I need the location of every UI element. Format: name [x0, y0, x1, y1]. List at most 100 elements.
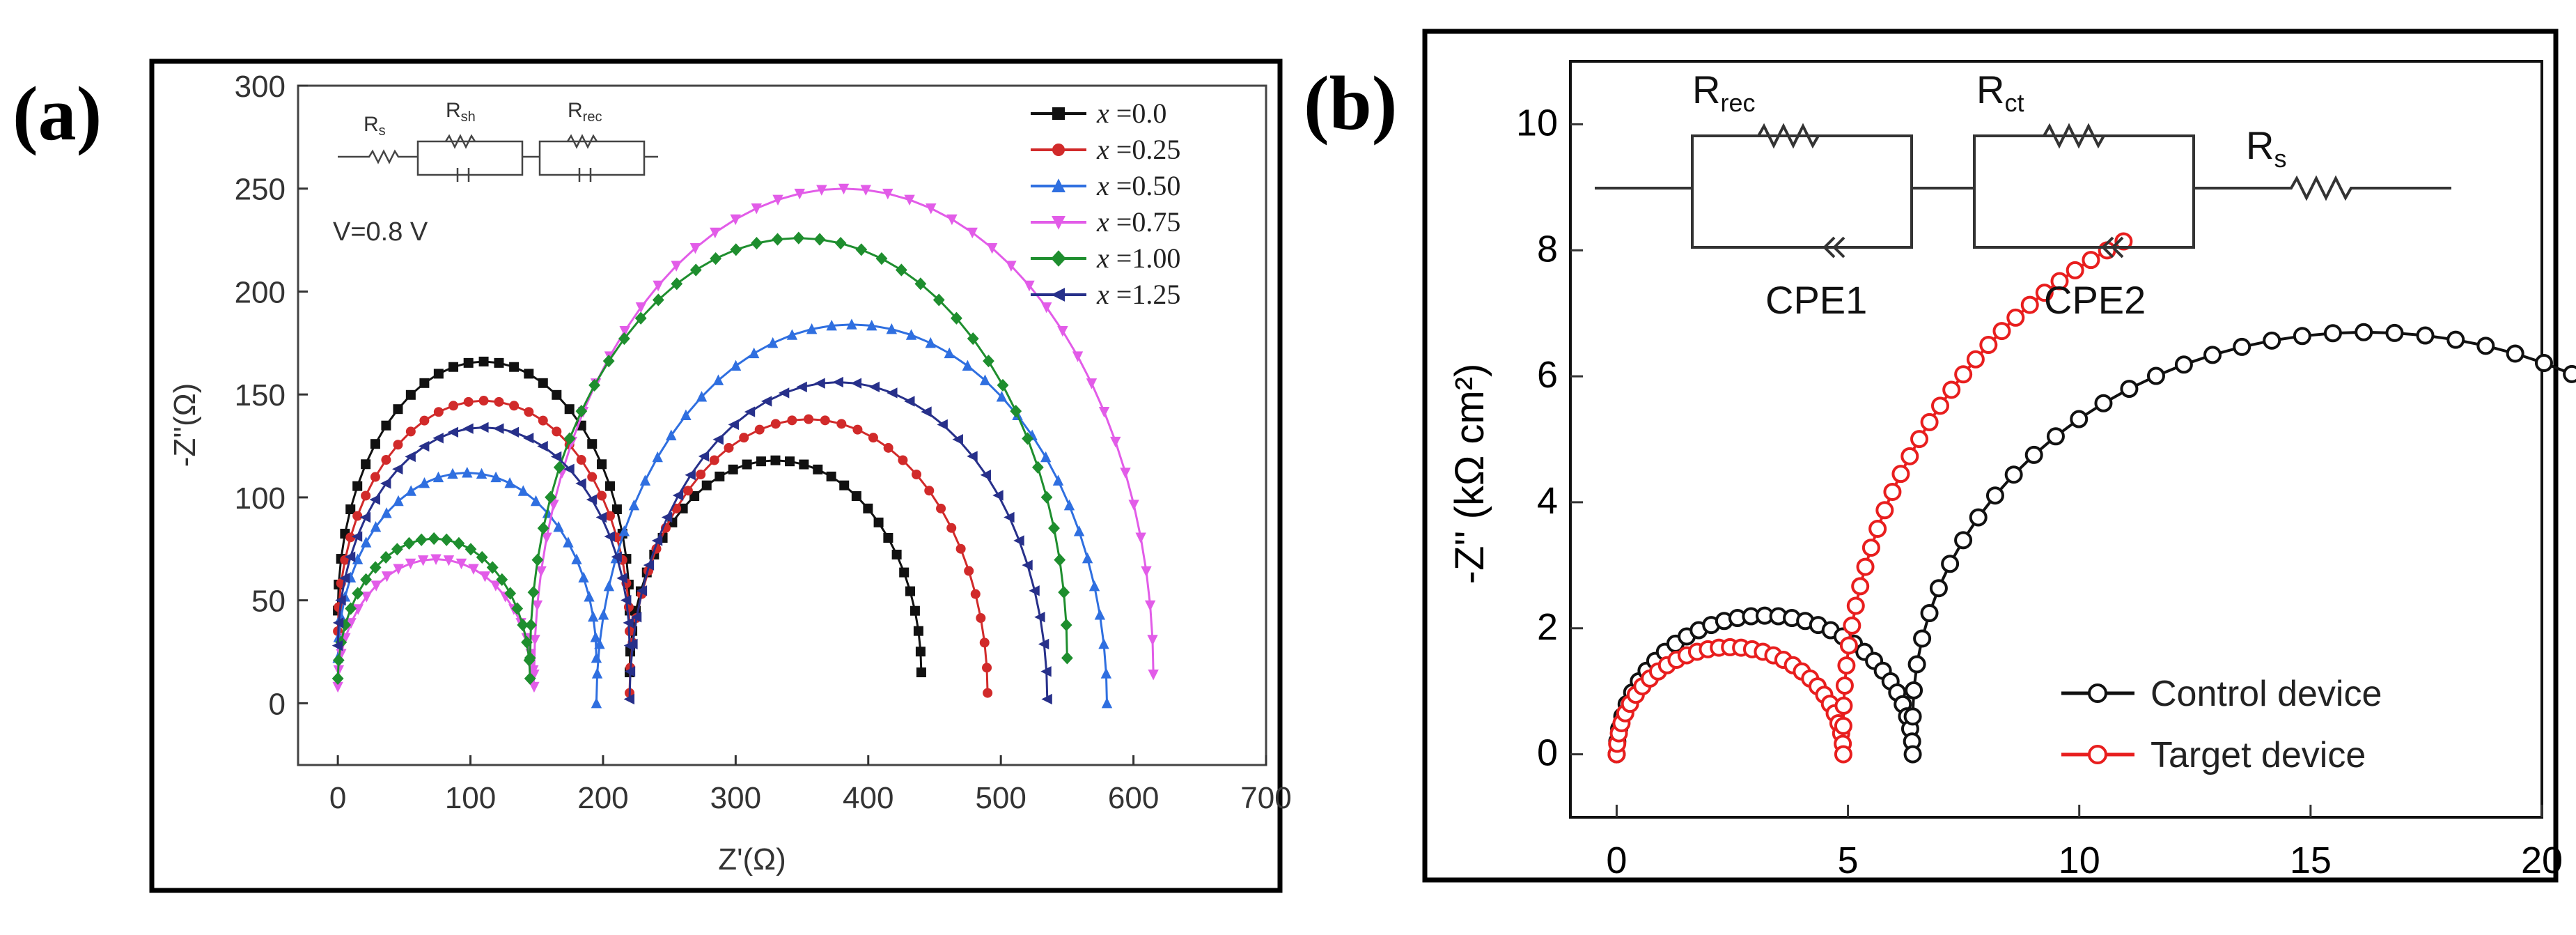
panel-b-series-0-line	[1615, 614, 1914, 755]
panel-a-series-2-point	[767, 337, 779, 348]
panel-a-series-5-point	[887, 387, 898, 399]
panel-b-series-1-point	[1834, 696, 1853, 715]
panel-a-series-2-point	[590, 631, 601, 642]
panel-a-series-4-point	[524, 672, 536, 686]
panel-b-x-tick-label: 10	[2059, 840, 2100, 881]
panel-a-series-3-point	[370, 580, 382, 592]
panel-a-series-4-point	[1022, 432, 1033, 445]
panel-a-series-5-point	[967, 451, 978, 462]
panel-a-series-5-point	[418, 440, 430, 452]
panel-b-series-1-point	[1942, 380, 1961, 399]
panel-a-series-5-point	[522, 433, 534, 444]
panel-a-series-5-point	[338, 573, 350, 584]
panel-a-series-0-point	[913, 626, 923, 636]
panel-a-series-0-line	[628, 459, 923, 673]
panel-a-series-0-point	[689, 491, 700, 502]
panel-a-series-4-point	[391, 543, 403, 556]
panel-a-series-4-point	[332, 654, 345, 667]
panel-a-series-2-point	[462, 467, 473, 478]
panel-a-series-3-point	[926, 203, 937, 215]
panel-a-series-4-point	[553, 461, 565, 474]
panel-a-series-3-point	[381, 571, 393, 582]
panel-a-series-5	[331, 376, 1052, 705]
panel-a-series-4-point	[453, 536, 465, 550]
panel-b-legend-entry: Control device	[2150, 674, 2382, 714]
panel-a-series-1-point	[982, 663, 992, 673]
panel-b-series-1-point	[1992, 322, 2011, 341]
panel-a-series-4-point	[652, 293, 664, 307]
panel-a-series-4-point	[1054, 553, 1066, 566]
panel-a-series-5-point	[380, 478, 391, 489]
panel-a-series-3-point	[860, 185, 871, 196]
panel-a-series-5-point	[1041, 693, 1052, 705]
panel-a-series-5-point	[661, 511, 673, 523]
panel-a-series-1-point	[604, 511, 615, 521]
panel-a-series-1	[333, 396, 993, 698]
panel-a-series-2-point	[530, 495, 542, 507]
panel-a-series-2-point	[618, 525, 630, 536]
panel-a-series-3-point	[1135, 532, 1146, 543]
panel-b-series-1-point	[2066, 261, 2084, 279]
panel-b-series-0-point	[2174, 355, 2193, 374]
panel-b-series-1-point	[1837, 656, 1856, 675]
panel-a-series-4-point	[730, 243, 742, 256]
panel-a-series-3-point	[417, 555, 429, 566]
panel-a-series-0-point	[433, 369, 444, 379]
panel-a-series-0-point	[785, 456, 795, 467]
panel-a-series-4-point	[504, 587, 517, 600]
panel-b-axes: 0 5 10 15 20 0 2 4 6 8 10	[1516, 102, 2563, 881]
panel-a-series-0-point	[905, 586, 915, 596]
panel-a-series-3-point	[536, 566, 547, 578]
panel-a-series-2-point	[1100, 667, 1112, 679]
panel-a-legend-entry: x =0.75	[1096, 206, 1180, 238]
panel-a-series-5-point	[369, 494, 380, 505]
panel-a-series-5-point	[392, 463, 403, 474]
panel-a-series-0-point	[345, 504, 356, 515]
panel-a-series-4-point	[403, 536, 415, 550]
panel-a-series-1-point	[852, 424, 863, 435]
panel-a-circuit-rrec-label: Rrec	[568, 99, 602, 125]
panel-a-series-4-point	[380, 550, 392, 564]
panel-a-legend: x =0.0 x =0.25 x =0.50 x =0.75 x =1.00 x =1.2…	[1031, 98, 1180, 310]
panel-a-series-0-point	[370, 439, 380, 449]
panel-a-series-5-point	[1038, 638, 1049, 650]
panel-a-series-1-point	[597, 490, 607, 501]
panel-a-series-1-point	[868, 433, 878, 443]
panel-a-series-2-point	[598, 609, 609, 620]
panel-a-series-3-point	[1120, 468, 1131, 479]
panel-a-series-4-point	[634, 311, 647, 325]
panel-a-series-4-point	[531, 553, 544, 566]
panel-a-series-2-point	[594, 638, 605, 649]
panel-a-series-3-point	[405, 558, 416, 570]
panel-b-series-1-point	[1883, 482, 1902, 501]
panel-b-series-0-point	[1905, 681, 1923, 700]
panel-a-series-0-point	[564, 404, 575, 415]
panel-a-series-5-point	[651, 535, 663, 546]
panel-a-series-5-point	[462, 423, 474, 434]
panel-a-series-4-point	[751, 236, 763, 250]
panel-a-series-5-point	[478, 422, 489, 433]
panel-a-series-4-point	[527, 585, 540, 599]
panel-a-series-2-point	[846, 318, 857, 330]
panel-b-series-0-point	[1985, 486, 2004, 505]
panel-a-series-0-point	[915, 647, 926, 657]
panel-a-y-axis-label: -Z''(Ω)	[168, 383, 202, 468]
panel-b-series-0-point	[2476, 337, 2495, 355]
panel-a-series-4-point	[428, 532, 440, 546]
panel-a-series-5-point	[1022, 559, 1033, 571]
panel-a-series-3-point	[541, 532, 552, 543]
panel-a-series-0-point	[770, 455, 781, 465]
panel-b-circuit-diagram	[1595, 123, 2451, 258]
panel-a-series-0-point	[826, 471, 836, 481]
panel-b-series-0-point	[1941, 555, 1960, 573]
panel-a-series-5-point	[778, 387, 790, 399]
panel-a-series-4-point	[710, 252, 722, 265]
panel-a-series-2-point	[786, 329, 798, 340]
panel-a-series-5-point	[980, 470, 991, 481]
panel-a-series-1-point	[836, 419, 847, 429]
panel-b-legend-entry: Target device	[2150, 735, 2366, 775]
panel-a-series-4-point	[689, 263, 702, 277]
panel-a-series-5-point	[344, 551, 356, 562]
panel-a-series-0-point	[873, 517, 884, 527]
panel-a-series-4-point	[588, 378, 601, 392]
